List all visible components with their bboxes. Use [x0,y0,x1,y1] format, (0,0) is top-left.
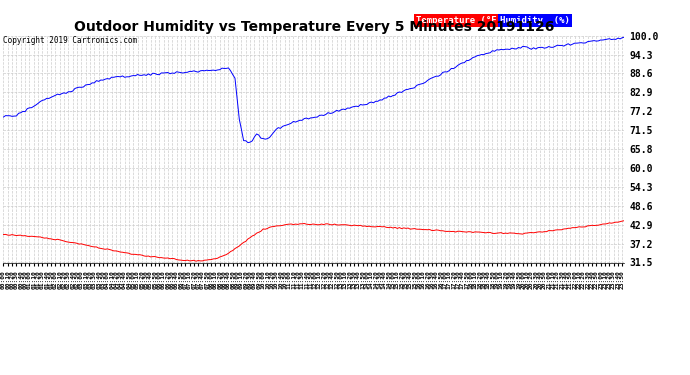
Text: Humidity  (%): Humidity (%) [500,16,570,25]
Text: Temperature (°F): Temperature (°F) [417,16,502,25]
Text: Copyright 2019 Cartronics.com: Copyright 2019 Cartronics.com [3,36,137,45]
Title: Outdoor Humidity vs Temperature Every 5 Minutes 20191126: Outdoor Humidity vs Temperature Every 5 … [74,21,554,34]
